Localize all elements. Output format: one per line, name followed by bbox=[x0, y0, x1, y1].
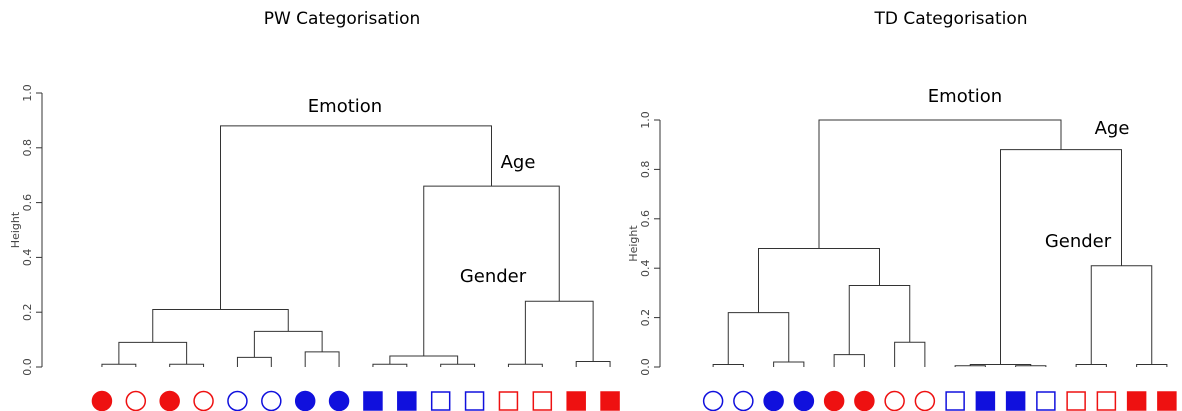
leaf-symbol bbox=[823, 390, 845, 411]
dendrogram-link bbox=[833, 354, 865, 367]
leaf-symbol bbox=[193, 390, 214, 411]
leaf-symbol bbox=[159, 390, 180, 411]
leaf-symbol bbox=[1157, 391, 1177, 411]
y-tick-label: 0.2 bbox=[21, 303, 34, 321]
leaf-symbol bbox=[733, 390, 754, 411]
leaf-symbol bbox=[702, 390, 724, 411]
annotation: Age bbox=[1095, 118, 1130, 139]
dendrogram-link bbox=[220, 125, 492, 310]
leaf-symbol bbox=[430, 391, 451, 411]
leaf-symbol bbox=[294, 390, 316, 411]
y-tick-label: 0.8 bbox=[639, 161, 652, 179]
leaf-symbol bbox=[1096, 391, 1117, 411]
leaf-symbol bbox=[884, 390, 905, 411]
leaf-symbol bbox=[1036, 391, 1056, 411]
leaf-symbol bbox=[227, 390, 248, 411]
leaf-symbol bbox=[261, 390, 282, 411]
leaf-symbol bbox=[600, 391, 620, 411]
annotation: Gender bbox=[460, 266, 527, 287]
leaf-symbol bbox=[763, 390, 784, 411]
dendrogram-link bbox=[1015, 365, 1047, 367]
y-axis-label: Height bbox=[9, 211, 22, 248]
y-tick-label: 0.4 bbox=[21, 249, 34, 267]
y-tick-label: 0.4 bbox=[639, 259, 652, 277]
dendrogram-link bbox=[848, 284, 911, 355]
y-tick-label: 0.0 bbox=[639, 358, 652, 376]
y-axis-label: Height bbox=[627, 225, 640, 262]
dendrogram-link bbox=[507, 363, 543, 367]
dendrogram-link bbox=[575, 361, 611, 367]
leaf-symbol bbox=[125, 390, 147, 411]
y-tick-label: 0.6 bbox=[639, 210, 652, 228]
dendrogram-link bbox=[954, 365, 986, 367]
dendrogram-link bbox=[773, 361, 805, 367]
dendrogram-link bbox=[236, 356, 272, 367]
leaf-symbol bbox=[532, 391, 553, 411]
dendrogram-link bbox=[118, 341, 188, 365]
dendrogram-link bbox=[1090, 265, 1153, 365]
leaf-symbol bbox=[397, 391, 417, 411]
dendrogram-link bbox=[253, 330, 323, 358]
dendrogram-link bbox=[758, 247, 880, 313]
chart-title: TD Categorisation bbox=[873, 9, 1027, 29]
leaf-symbol bbox=[793, 390, 815, 411]
dendrogram-link bbox=[304, 351, 340, 367]
y-tick-label: 0.0 bbox=[21, 358, 34, 376]
leaf-symbol bbox=[945, 391, 965, 411]
dendrogram-link bbox=[440, 363, 476, 367]
annotation: Age bbox=[501, 152, 536, 173]
dendrogram-link bbox=[818, 119, 1062, 249]
y-tick-label: 0.8 bbox=[21, 139, 34, 157]
leaf-symbol bbox=[1126, 391, 1147, 411]
leaf-symbol bbox=[363, 391, 383, 411]
leaf-symbol bbox=[975, 391, 996, 411]
y-tick-label: 1.0 bbox=[639, 111, 652, 129]
dendrogram-link bbox=[894, 341, 926, 367]
leaf-symbol bbox=[498, 391, 519, 411]
leaf-symbol bbox=[854, 390, 875, 411]
dendrogram-link bbox=[101, 363, 137, 367]
chart-title: PW Categorisation bbox=[264, 9, 421, 29]
dendrogram-link bbox=[1136, 364, 1168, 367]
annotation: Gender bbox=[1045, 231, 1112, 252]
leaf-symbol bbox=[91, 390, 113, 411]
y-tick-label: 0.6 bbox=[21, 194, 34, 212]
dendrogram-link bbox=[524, 300, 594, 365]
dendrogram-link bbox=[1000, 149, 1122, 365]
dendrogram-link bbox=[727, 312, 790, 365]
leaf-symbol bbox=[914, 390, 936, 411]
annotation: Emotion bbox=[308, 96, 382, 117]
y-tick-label: 0.2 bbox=[639, 309, 652, 327]
dendrogram-link bbox=[389, 355, 459, 365]
leaf-symbol bbox=[1005, 391, 1026, 411]
dendrogram-link bbox=[1075, 364, 1107, 367]
leaf-symbol bbox=[328, 390, 350, 411]
y-tick-label: 1.0 bbox=[21, 84, 34, 102]
annotation: Emotion bbox=[928, 86, 1002, 107]
dendrogram-link bbox=[169, 363, 205, 367]
leaf-symbol bbox=[1066, 391, 1086, 411]
dendrogram-link bbox=[152, 308, 289, 343]
dendrogram-link bbox=[372, 363, 408, 367]
leaf-symbol bbox=[464, 391, 485, 411]
leaf-symbol bbox=[566, 391, 586, 411]
dendrogram-link bbox=[712, 364, 744, 367]
